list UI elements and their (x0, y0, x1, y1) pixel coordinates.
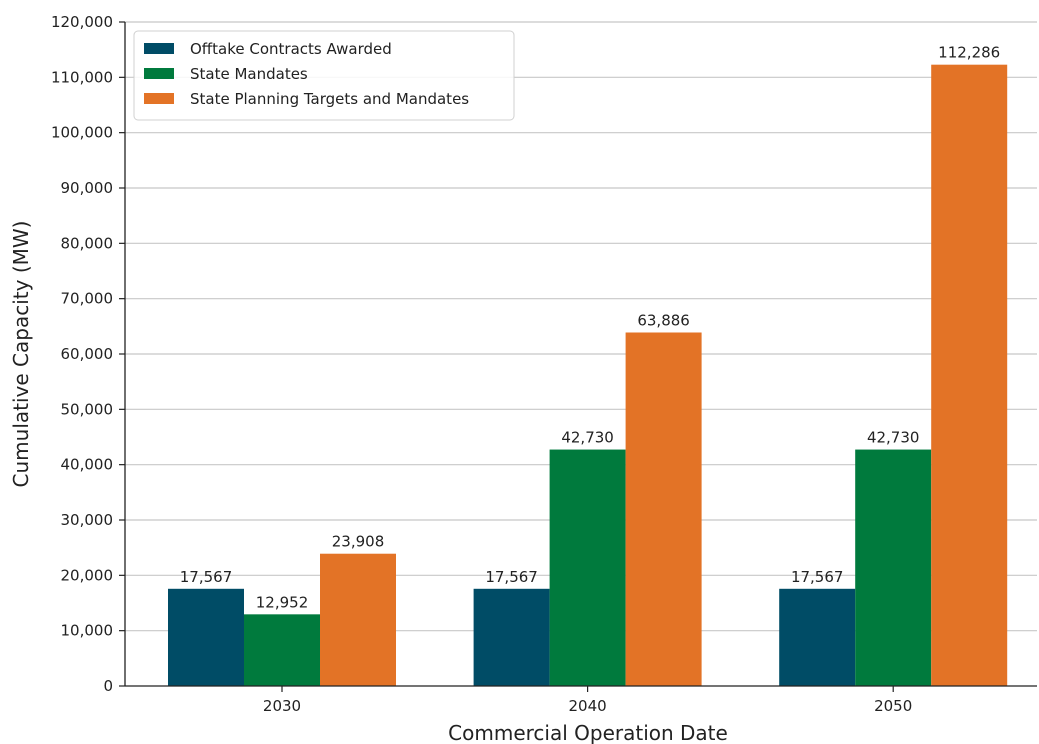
legend-swatch (144, 93, 174, 104)
bars (168, 64, 1008, 686)
bar (168, 588, 244, 686)
y-tick-label: 10,000 (61, 622, 114, 640)
y-tick-label: 0 (103, 677, 113, 695)
legend-box (133, 30, 515, 121)
bar-value-label: 17,567 (791, 568, 844, 586)
y-tick-label: 60,000 (61, 345, 114, 363)
y-tick-label: 110,000 (51, 68, 113, 86)
data-labels: 17,567 12,952 23,908 17,567 42,730 63,886 17,5… (180, 44, 1000, 612)
x-tick-label: 2040 (569, 697, 607, 715)
bar-value-label: 42,730 (867, 429, 920, 447)
bar (625, 332, 702, 686)
bar-value-label: 23,908 (332, 533, 385, 551)
bar (779, 588, 856, 686)
x-tick-label: 2030 (263, 697, 301, 715)
bar-value-label: 17,567 (180, 568, 233, 586)
y-tick-label: 120,000 (51, 13, 113, 31)
bar (473, 588, 550, 686)
bar (549, 449, 626, 686)
bar-value-label: 112,286 (938, 44, 1000, 62)
bar-value-label: 17,567 (485, 568, 538, 586)
y-tick-label: 80,000 (61, 234, 114, 252)
legend-label: State Mandates (190, 65, 308, 83)
bar (931, 64, 1008, 686)
x-tick-label: 2050 (874, 697, 912, 715)
legend-swatch (144, 68, 174, 79)
y-tick-label: 30,000 (61, 511, 114, 529)
y-tick-label: 90,000 (61, 179, 114, 197)
y-tick-label: 70,000 (61, 290, 114, 308)
axes: 0 10,000 20,000 30,000 40,000 50,000 60,000 70,… (51, 13, 1037, 715)
bar (320, 553, 396, 686)
bar (244, 614, 320, 686)
legend-label: Offtake Contracts Awarded (190, 40, 392, 58)
bar (855, 449, 932, 686)
legend-label: State Planning Targets and Mandates (190, 90, 469, 108)
bar-value-label: 12,952 (256, 593, 309, 611)
y-tick-label: 50,000 (61, 400, 114, 418)
bar-value-label: 63,886 (637, 311, 690, 329)
y-axis-title: Cumulative Capacity (MW) (9, 221, 33, 488)
bar-value-label: 42,730 (561, 429, 614, 447)
y-tick-label: 20,000 (61, 566, 114, 584)
y-tick-label: 40,000 (61, 456, 114, 474)
y-tick-label: 100,000 (51, 124, 113, 142)
legend: Offtake Contracts Awarded State Mandates S… (133, 30, 515, 121)
x-axis-title: Commercial Operation Date (448, 721, 728, 744)
legend-swatch (144, 43, 174, 54)
